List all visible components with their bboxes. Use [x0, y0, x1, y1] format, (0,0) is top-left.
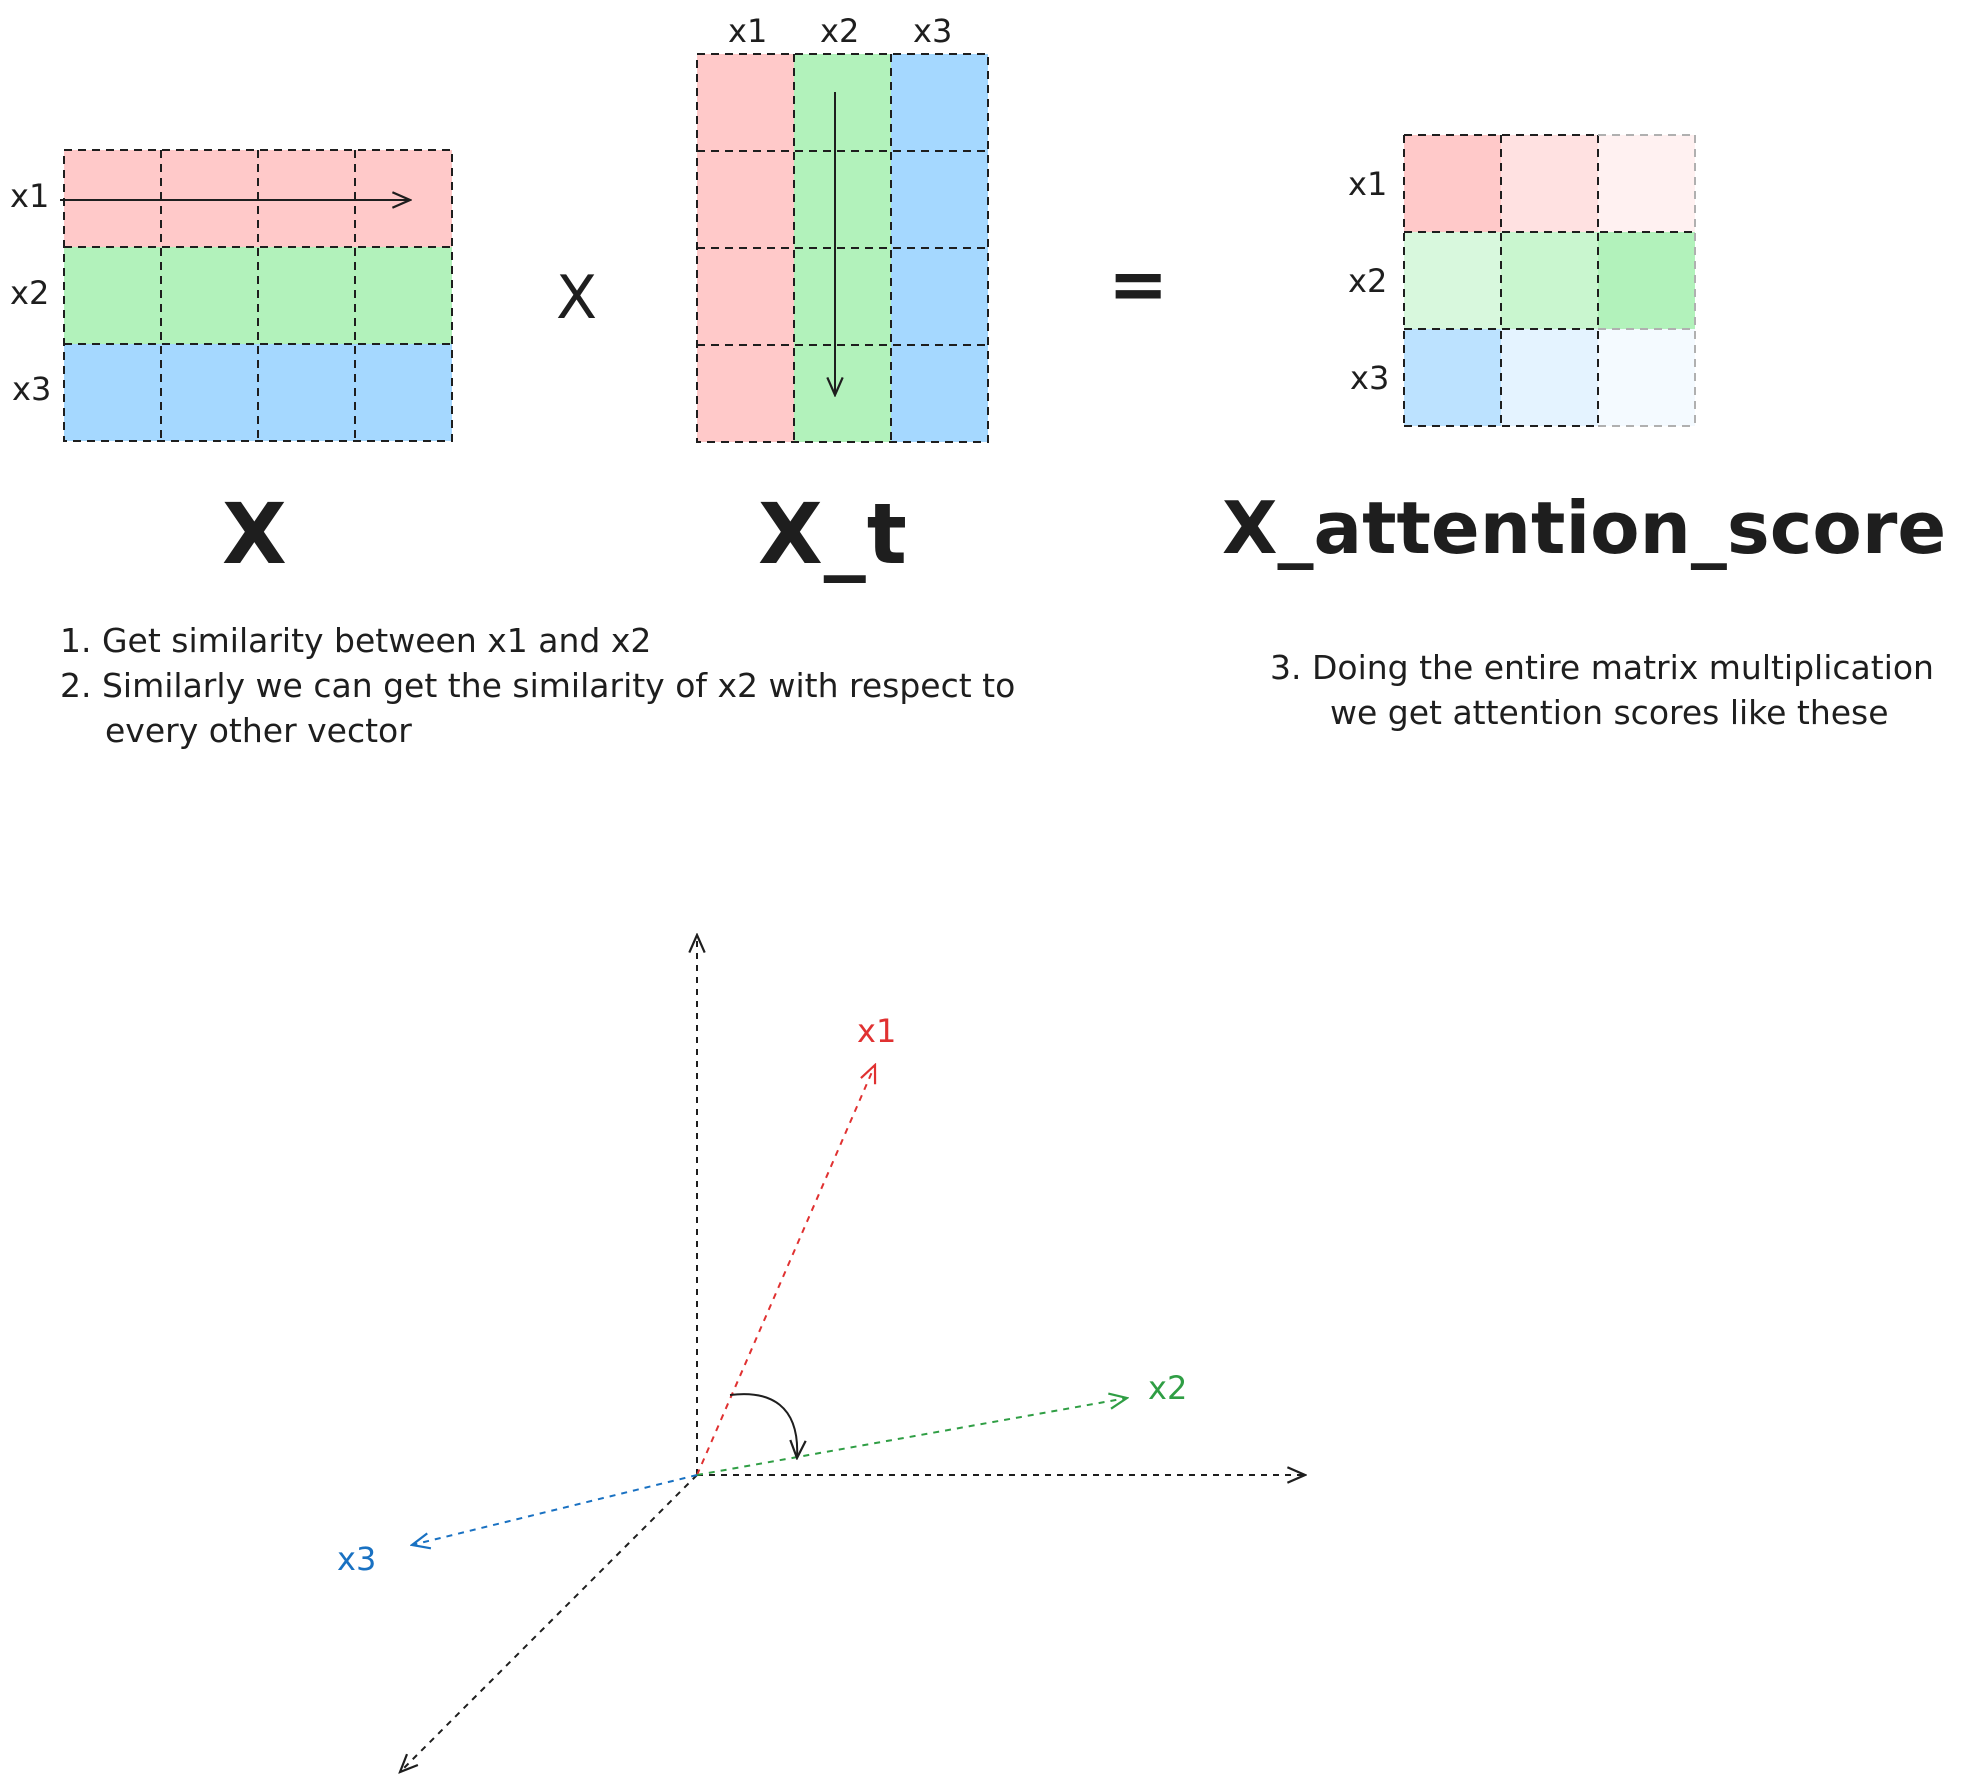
- matrix-x-row-label: x3: [12, 370, 52, 408]
- matrix-score-row-label: x3: [1350, 359, 1390, 397]
- matrix-xt-col-label: x3: [913, 12, 953, 50]
- z-axis: [400, 1474, 698, 1772]
- x3-vector: [412, 1474, 698, 1545]
- matrix-score-row-label: x2: [1348, 262, 1388, 300]
- matrix-xt-title: X_t: [758, 485, 908, 583]
- matrix-x-title: X: [222, 485, 288, 583]
- matrix-xt-col-label: x2: [820, 12, 860, 50]
- x1-vector: [696, 1065, 875, 1476]
- angle-arc: [729, 1393, 797, 1458]
- right-notes: 3. Doing the entire matrix multiplicatio…: [1270, 645, 1934, 735]
- x2-vector-label: x2: [1148, 1369, 1188, 1407]
- equals-operator: =: [1108, 242, 1169, 326]
- matrix-x-row-label: x2: [10, 274, 50, 312]
- matrix-score-title: X_attention_score: [1222, 486, 1947, 570]
- matrix-xt: [696, 53, 989, 443]
- note-line: 3. Doing the entire matrix multiplicatio…: [1270, 648, 1934, 687]
- x2-vector: [696, 1398, 1127, 1476]
- matrix-x: [60, 149, 453, 442]
- left-notes: 1. Get similarity between x1 and x2 2. S…: [60, 618, 1015, 753]
- x3-vector-label: x3: [337, 1540, 377, 1578]
- matrix-xt-col-label: x1: [728, 12, 768, 50]
- x1-vector-label: x1: [857, 1012, 897, 1050]
- matrix-x-row-label: x1: [10, 177, 50, 215]
- matrix-score-row-label: x1: [1348, 165, 1388, 203]
- note-line: 1. Get similarity between x1 and x2: [60, 621, 652, 660]
- note-line: we get attention scores like these: [1330, 693, 1889, 732]
- note-line: 2. Similarly we can get the similarity o…: [60, 666, 1016, 705]
- matrix-attention-score: [1403, 134, 1696, 427]
- vector-plot: [400, 935, 1305, 1772]
- note-line: every other vector: [105, 711, 412, 750]
- multiply-operator: X: [556, 263, 598, 333]
